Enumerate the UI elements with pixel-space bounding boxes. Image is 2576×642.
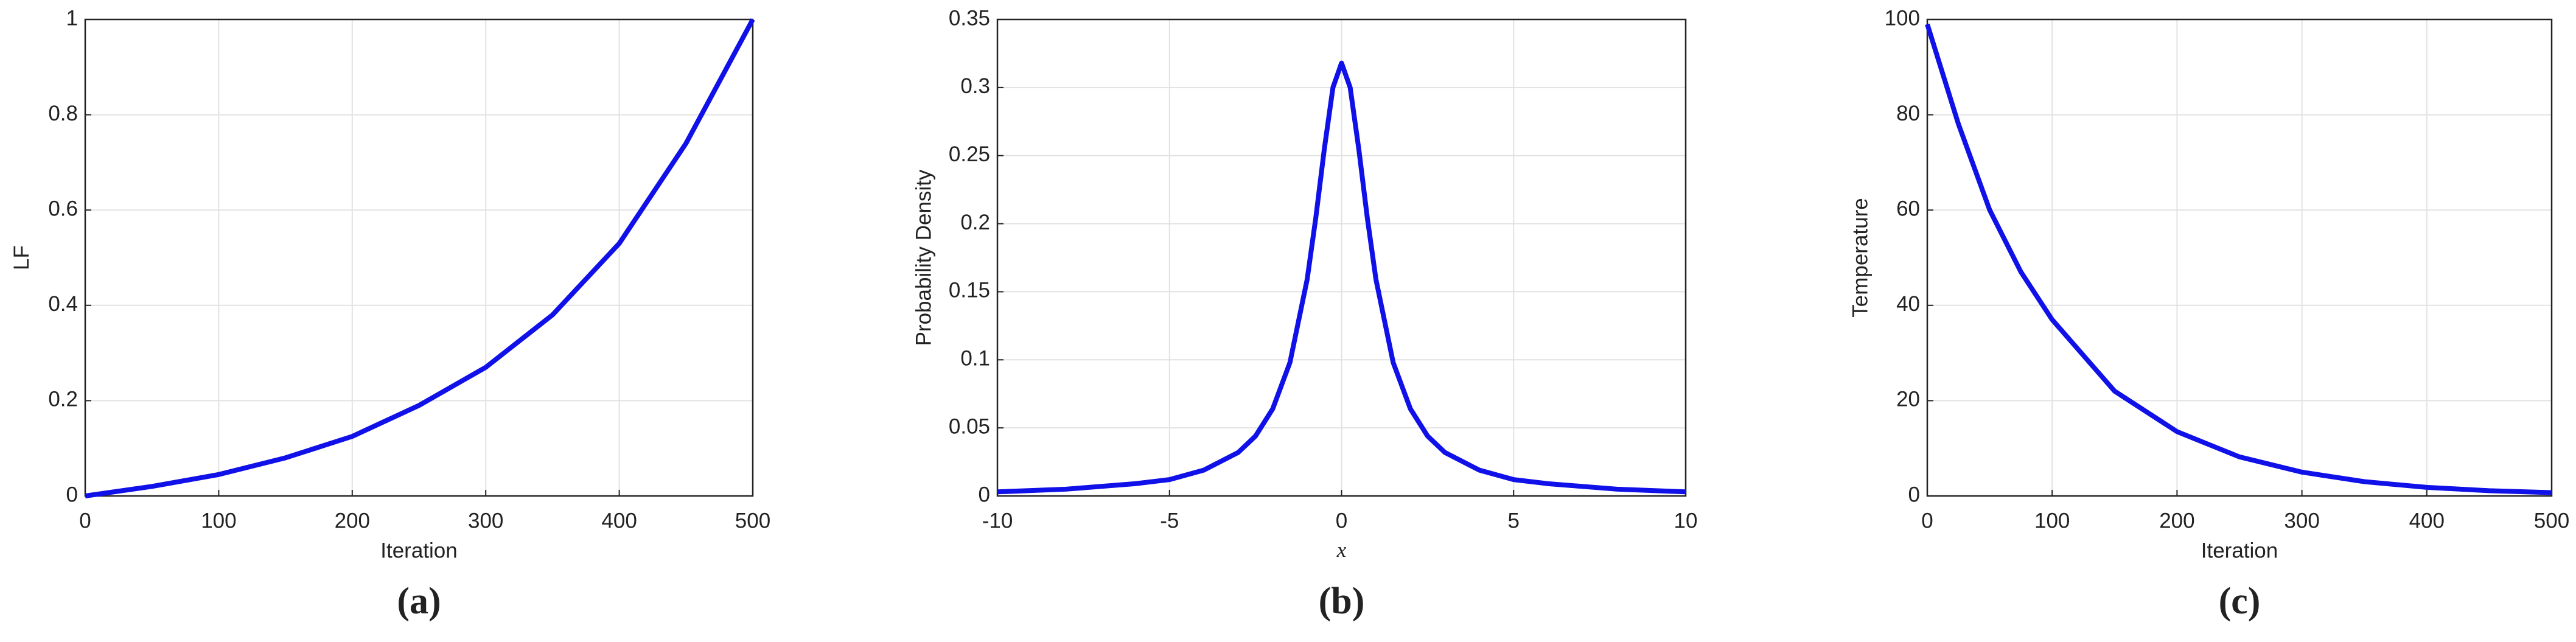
x-tick-label: 300	[468, 509, 503, 532]
panel-caption: (b)	[1319, 581, 1365, 622]
x-tick-label: 100	[201, 509, 236, 532]
panel-caption: (a)	[397, 581, 441, 622]
data-line	[997, 60, 1686, 495]
plot-frame	[84, 18, 754, 497]
y-tick-label: 0.2	[48, 388, 78, 411]
x-tick-label: 300	[2284, 509, 2319, 532]
x-tick-label: 0	[1921, 509, 1933, 532]
y-tick-label: 0.4	[48, 292, 78, 316]
plot-frame	[996, 18, 1687, 497]
y-axis-label: LF	[10, 245, 33, 270]
x-tick-label: 100	[2034, 509, 2070, 532]
y-tick-label: 0.6	[48, 197, 78, 220]
y-axis-label: Temperature	[1848, 198, 1872, 317]
plot-frame	[1926, 18, 2553, 497]
x-tick-label: 500	[735, 509, 770, 532]
y-tick-label: 0.35	[949, 6, 990, 30]
x-tick-label: 400	[2409, 509, 2445, 532]
y-tick-label: 0.1	[960, 347, 990, 371]
y-tick-label: 100	[1885, 6, 1920, 30]
y-tick-label: 40	[1896, 292, 1920, 316]
y-tick-label: 0.15	[949, 279, 990, 302]
data-line	[1925, 23, 2552, 495]
x-tick-label: 5	[1508, 509, 1520, 532]
y-tick-label: 0.3	[960, 74, 990, 98]
x-tick-label: 200	[335, 509, 370, 532]
x-tick-label: 0	[1336, 509, 1347, 532]
y-tick-label: 60	[1896, 197, 1920, 220]
y-axis-label: Probability Density	[912, 169, 935, 346]
y-tick-label: 20	[1896, 388, 1920, 411]
x-tick-label: -5	[1160, 509, 1179, 532]
y-tick-label: 80	[1896, 102, 1920, 125]
y-tick-label: 0.8	[48, 102, 78, 125]
data-line	[85, 18, 755, 498]
panel-caption: (c)	[2219, 581, 2261, 622]
y-tick-label: 0	[979, 483, 990, 506]
y-tick-label: 0.05	[949, 414, 990, 438]
y-tick-label: 0	[66, 483, 78, 506]
x-tick-label: 200	[2159, 509, 2194, 532]
y-tick-label: 1	[66, 6, 78, 30]
y-tick-label: 0.2	[960, 211, 990, 234]
x-tick-label: 0	[79, 509, 91, 532]
x-axis-label: Iteration	[380, 539, 457, 562]
x-axis-label: x	[1336, 538, 1347, 562]
x-tick-label: 10	[1674, 509, 1698, 532]
y-tick-label: 0	[1908, 483, 1920, 506]
x-tick-label: -10	[982, 509, 1013, 532]
y-tick-label: 0.25	[949, 142, 990, 166]
x-axis-label: Iteration	[2201, 539, 2278, 562]
x-tick-label: 400	[601, 509, 637, 532]
x-tick-label: 500	[2534, 509, 2569, 532]
